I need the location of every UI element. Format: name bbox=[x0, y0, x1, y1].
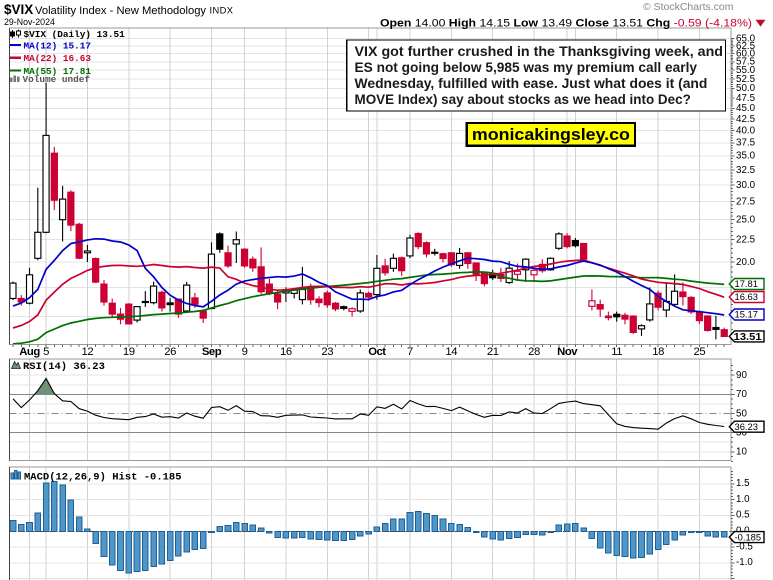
svg-text:0.5: 0.5 bbox=[736, 510, 750, 521]
svg-text:Volatility Index - New Methodo: Volatility Index - New Methodology bbox=[35, 5, 206, 17]
svg-text:-1.0: -1.0 bbox=[736, 557, 753, 568]
svg-text:9: 9 bbox=[242, 346, 248, 358]
svg-text:RSI(14) 36.23: RSI(14) 36.23 bbox=[23, 361, 105, 373]
svg-text:$VIX (Daily) 13.51: $VIX (Daily) 13.51 bbox=[24, 29, 126, 40]
svg-text:14: 14 bbox=[445, 346, 457, 358]
svg-text:Aug: Aug bbox=[19, 346, 40, 358]
svg-text:MA(22) 16.63: MA(22) 16.63 bbox=[24, 53, 92, 64]
svg-text:MA(12) 15.17: MA(12) 15.17 bbox=[24, 40, 92, 51]
svg-text:52.5: 52.5 bbox=[736, 74, 756, 85]
svg-text:27.5: 27.5 bbox=[736, 197, 756, 208]
svg-text:55.0: 55.0 bbox=[736, 65, 756, 76]
svg-text:Nov: Nov bbox=[557, 346, 578, 358]
svg-text:-0.5: -0.5 bbox=[736, 541, 753, 552]
svg-text:50.0: 50.0 bbox=[736, 83, 756, 94]
svg-text:90: 90 bbox=[736, 370, 747, 381]
svg-text:26: 26 bbox=[164, 346, 176, 358]
svg-text:29-Nov-2024: 29-Nov-2024 bbox=[4, 17, 55, 27]
svg-text:30.0: 30.0 bbox=[736, 180, 756, 191]
svg-text:28: 28 bbox=[528, 346, 540, 358]
svg-text:36.23: 36.23 bbox=[735, 421, 758, 432]
svg-text:22.5: 22.5 bbox=[736, 235, 756, 246]
svg-text:INDX: INDX bbox=[210, 6, 234, 16]
svg-text:19: 19 bbox=[123, 346, 135, 358]
svg-text:17.81: 17.81 bbox=[735, 278, 758, 289]
svg-text:VIX got further crushed in the: VIX got further crushed in the Thanksgiv… bbox=[355, 44, 724, 59]
svg-text:35.0: 35.0 bbox=[736, 151, 756, 162]
svg-text:32.5: 32.5 bbox=[736, 165, 756, 176]
svg-text:18: 18 bbox=[652, 346, 664, 358]
svg-text:$VIX: $VIX bbox=[4, 2, 33, 17]
svg-text:60.0: 60.0 bbox=[736, 49, 756, 60]
svg-text:10: 10 bbox=[736, 447, 747, 458]
svg-text:40.0: 40.0 bbox=[736, 125, 756, 136]
svg-text:42.5: 42.5 bbox=[736, 114, 756, 125]
svg-text:65.0: 65.0 bbox=[736, 33, 756, 44]
svg-text:7: 7 bbox=[407, 346, 413, 358]
svg-text:45.0: 45.0 bbox=[736, 103, 756, 114]
svg-text:Sep: Sep bbox=[202, 346, 222, 358]
svg-text:Wednesday, fulfilled with ease: Wednesday, fulfilled with ease. Just wha… bbox=[355, 76, 708, 91]
svg-text:Volume undef: Volume undef bbox=[23, 74, 91, 85]
svg-text:1.0: 1.0 bbox=[736, 494, 750, 505]
svg-text:MACD(12,26,9) Hist -0.185: MACD(12,26,9) Hist -0.185 bbox=[24, 472, 182, 484]
svg-text:50: 50 bbox=[736, 408, 747, 419]
svg-text:16: 16 bbox=[280, 346, 292, 358]
svg-text:Oct: Oct bbox=[368, 346, 386, 358]
svg-text:11: 11 bbox=[611, 346, 622, 358]
svg-text:16.63: 16.63 bbox=[735, 291, 758, 302]
svg-text:25.0: 25.0 bbox=[736, 215, 756, 226]
svg-text:MA(55) 17.81: MA(55) 17.81 bbox=[24, 66, 92, 77]
svg-text:21: 21 bbox=[487, 346, 499, 358]
svg-text:Open 14.00 High 14.15 Low 13.4: Open 14.00 High 14.15 Low 13.49 Close 13… bbox=[380, 18, 752, 30]
svg-text:62.5: 62.5 bbox=[736, 41, 756, 52]
svg-text:12: 12 bbox=[82, 346, 94, 358]
svg-text:23: 23 bbox=[321, 346, 333, 358]
svg-text:37.5: 37.5 bbox=[736, 138, 756, 149]
svg-text:MOVE Index) say about stocks a: MOVE Index) say about stocks as we head … bbox=[355, 92, 691, 107]
svg-text:-0.185: -0.185 bbox=[735, 531, 762, 542]
svg-text:70: 70 bbox=[736, 389, 747, 400]
svg-text:5: 5 bbox=[43, 346, 49, 358]
svg-text:47.5: 47.5 bbox=[736, 93, 756, 104]
svg-text:1.5: 1.5 bbox=[736, 478, 750, 489]
svg-text:ES not going below 5,985 was m: ES not going below 5,985 was my premium … bbox=[355, 60, 698, 75]
svg-text:20.0: 20.0 bbox=[736, 257, 756, 268]
svg-text:25: 25 bbox=[694, 346, 706, 358]
svg-text:© StockCharts.com: © StockCharts.com bbox=[643, 1, 734, 13]
svg-text:57.5: 57.5 bbox=[736, 57, 756, 68]
svg-text:13.51: 13.51 bbox=[734, 332, 762, 343]
svg-text:15.17: 15.17 bbox=[735, 309, 758, 320]
svg-text:monicakingsley.co: monicakingsley.co bbox=[472, 126, 630, 144]
